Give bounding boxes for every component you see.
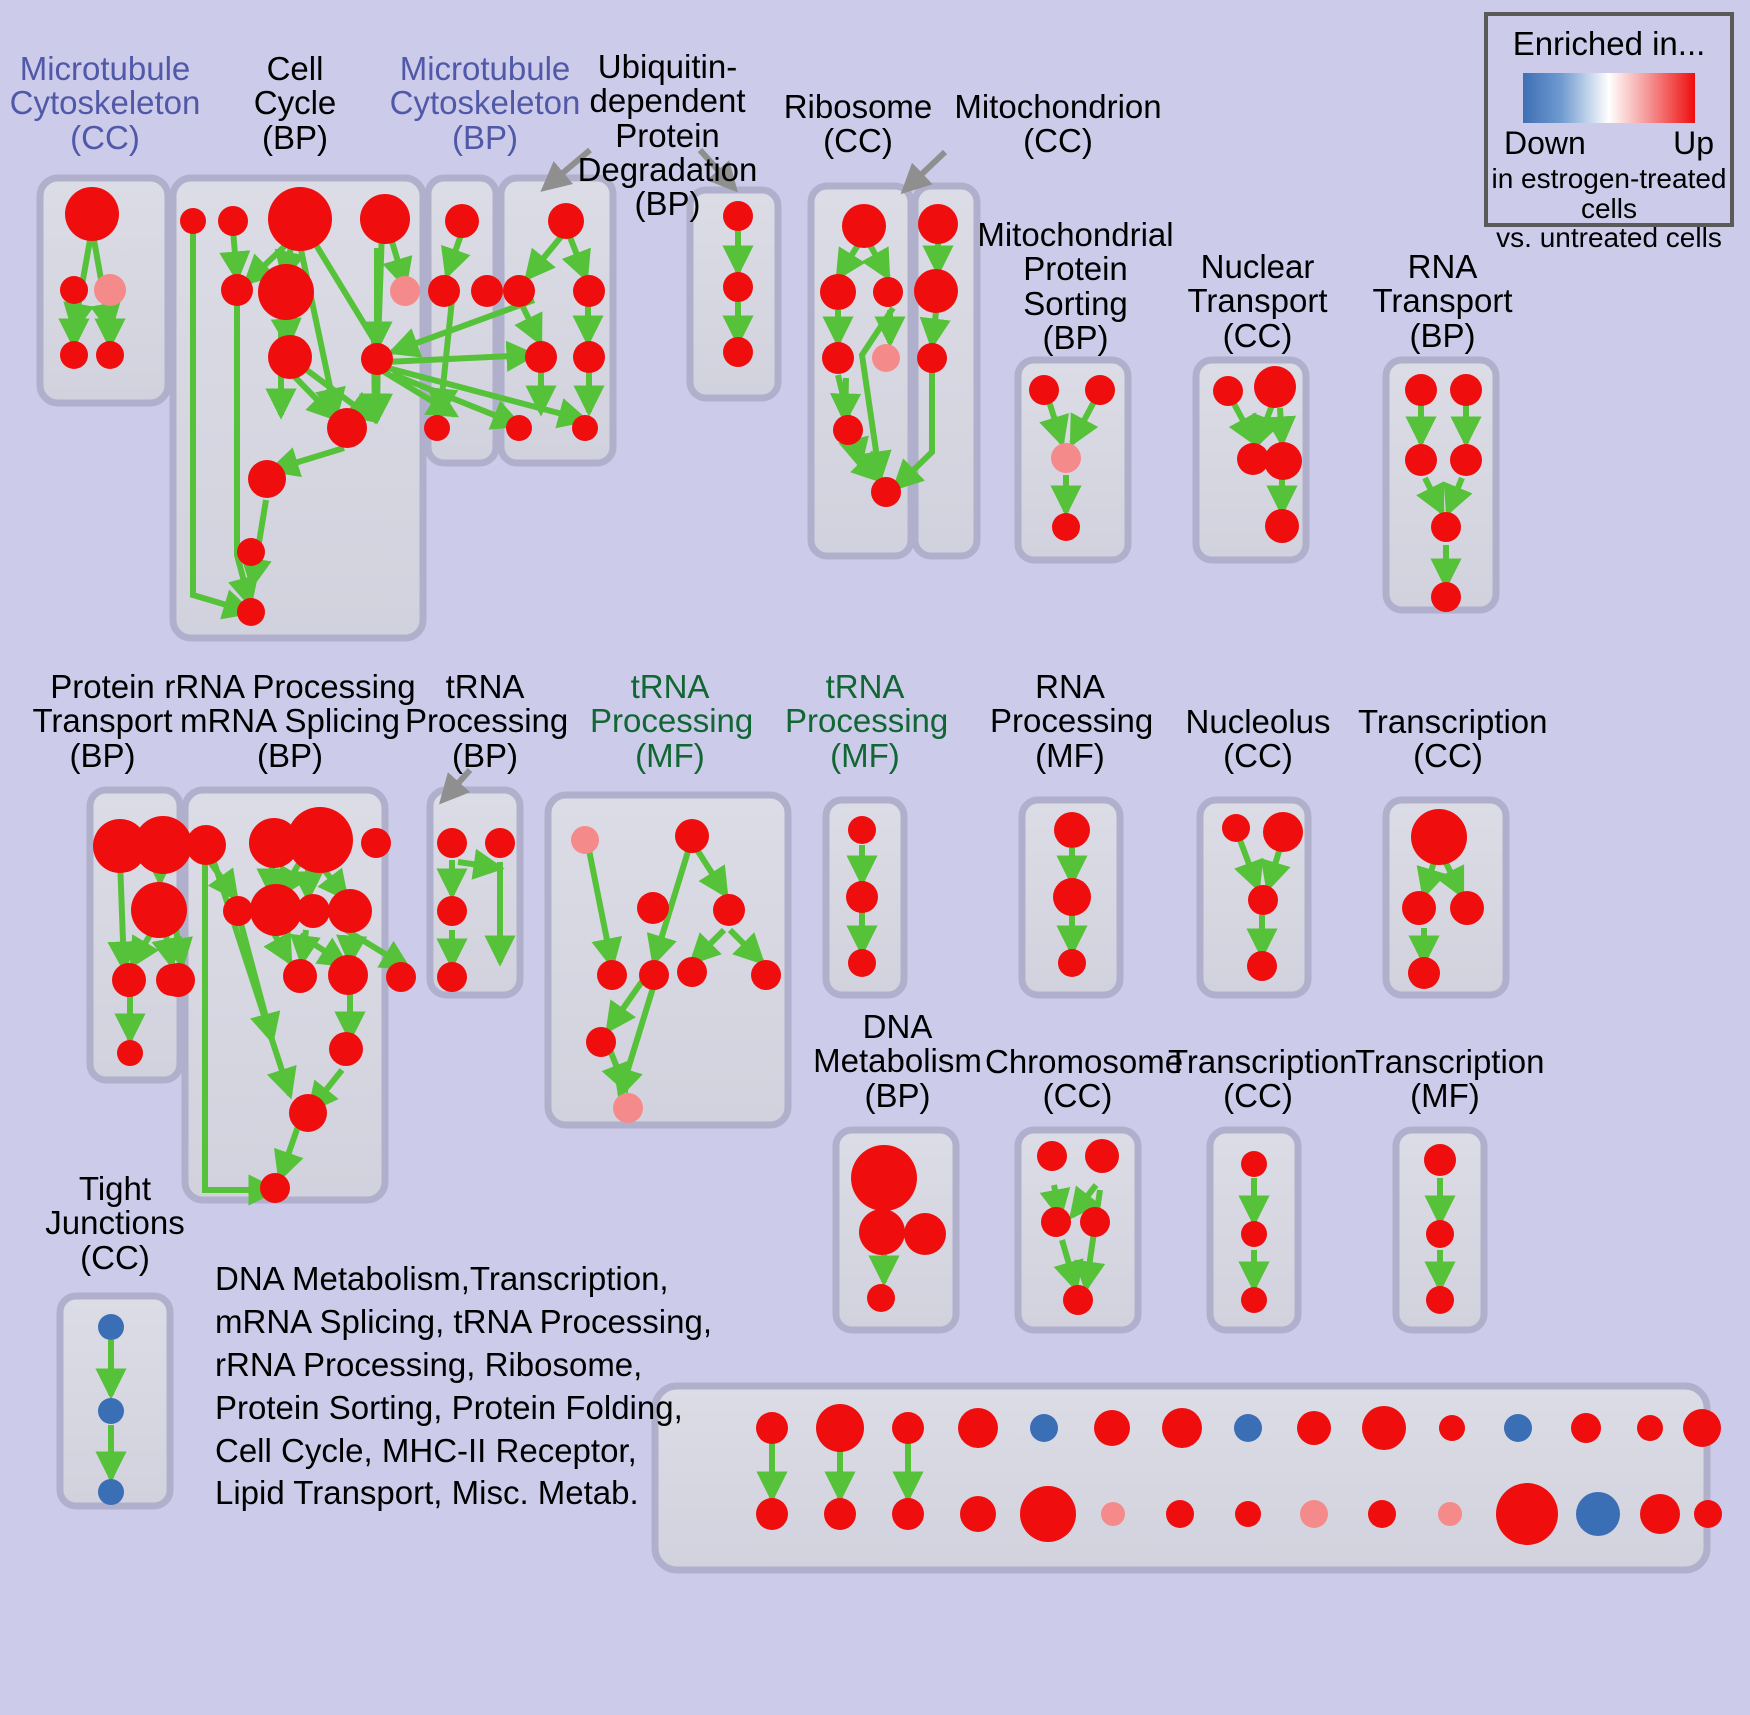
- misc-categories-note: DNA Metabolism,Transcription, mRNA Splic…: [215, 1258, 735, 1515]
- network-nodes: [60, 187, 1722, 1545]
- cluster-label-nuclear-transport-cc: Nuclear Transport (CC): [1187, 248, 1328, 354]
- cluster-label-microtubule-cytoskeleton-bp: Microtubule Cytoskeleton (BP): [389, 50, 581, 156]
- legend-up-label: Up: [1673, 125, 1714, 161]
- cluster-label-mitochondrion-cc: Mitochondrion (CC): [954, 88, 1162, 160]
- note-line-1: DNA Metabolism,Transcription,: [215, 1260, 669, 1297]
- cluster-label-tight-junctions-cc: Tight Junctions (CC): [45, 1170, 185, 1276]
- note-line-2: mRNA Splicing, tRNA Processing,: [215, 1302, 713, 1340]
- note-line-4: Protein Sorting, Protein Folding,: [215, 1388, 683, 1426]
- legend-subtitle-line-2: vs. untreated cells: [1496, 222, 1722, 254]
- legend: Enriched in... Down Up in estrogen-treat…: [1484, 12, 1734, 253]
- cluster-label-rrna-processing-mrna-splicing-bp: rRNA Processing mRNA Splicing (BP): [164, 668, 416, 774]
- cluster-label-cell-cycle-bp: Cell Cycle (BP): [253, 50, 337, 156]
- legend-subtitle-line-1: in estrogen-treated cells: [1491, 163, 1727, 224]
- note-line-6: Lipid Transport, Misc. Metab.: [215, 1474, 639, 1512]
- cluster-label-rna-transport-bp: RNA Transport (BP): [1372, 248, 1513, 354]
- cluster-label-rna-processing-mf: RNA Processing (MF): [990, 668, 1154, 774]
- cluster-label-trna-processing-bp: tRNA Processing (BP): [405, 668, 569, 774]
- note-line-3: rRNA Processing, Ribosome,: [215, 1345, 643, 1383]
- cluster-label-protein-transport-bp: Protein Transport (BP): [32, 668, 173, 774]
- cluster-label-ubiquitin-dependent-protein-degradation-bp: Ubiquitin-dependent Protein Degradation (BP…: [577, 48, 758, 223]
- note-line-5: Cell Cycle, MHC-II Receptor,: [215, 1431, 637, 1469]
- cluster-label-dna-metabolism-bp: DNA Metabolism (BP): [813, 1008, 982, 1114]
- cluster-label-nucleolus-cc: Nucleolus (CC): [1185, 703, 1331, 775]
- cluster-label-transcription-cc-a: Transcription (CC): [1358, 703, 1548, 775]
- cluster-label-transcription-mf: Transcription (MF): [1355, 1043, 1545, 1115]
- legend-title: Enriched in...: [1512, 25, 1706, 62]
- cluster-label-ribosome-cc: Ribosome (CC): [783, 88, 933, 160]
- pointer-arrows: [438, 147, 948, 805]
- legend-down-label: Down: [1504, 125, 1586, 161]
- cluster-label-mitochondrial-protein-sorting-bp: Mitochondrial Protein Sorting (BP): [977, 216, 1174, 356]
- legend-color-gradient: [1523, 73, 1695, 123]
- cluster-label-transcription-cc-b: Transcription (CC): [1168, 1043, 1358, 1115]
- cluster-label-microtubule-cytoskeleton-cc: Microtubule Cytoskeleton (CC): [9, 50, 201, 156]
- cluster-label-trna-processing-mf-2: tRNA Processing (MF): [785, 668, 949, 774]
- cluster-label-chromosome-cc: Chromosome (CC): [985, 1043, 1184, 1115]
- cluster-label-trna-processing-mf-1: tRNA Processing (MF): [590, 668, 754, 774]
